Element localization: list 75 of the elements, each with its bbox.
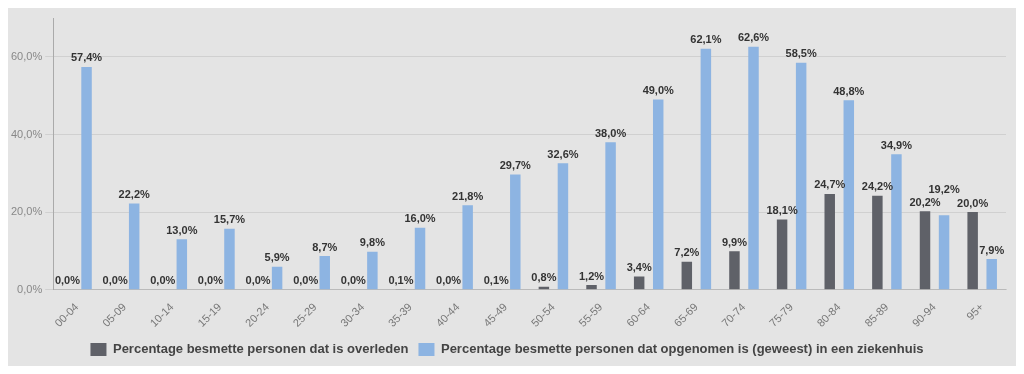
data-label: 20,0% xyxy=(957,196,989,209)
data-label: 0,0% xyxy=(197,274,224,287)
bar xyxy=(319,256,330,290)
bar xyxy=(367,251,378,290)
data-label: 0,0% xyxy=(150,274,176,287)
data-label: 62,1% xyxy=(690,33,722,46)
data-label: 22,2% xyxy=(118,188,150,201)
data-label: 3,4% xyxy=(626,261,652,274)
bar xyxy=(557,163,569,290)
data-label: 15,7% xyxy=(213,213,246,226)
data-label: 24,2% xyxy=(861,180,894,193)
bar xyxy=(919,211,931,290)
bar xyxy=(843,100,855,290)
y-tick-label: 40,0% xyxy=(10,127,43,140)
data-label: 62,6% xyxy=(737,31,770,44)
bar xyxy=(872,195,883,290)
data-label: 57,4% xyxy=(70,51,103,64)
data-label: 19,2% xyxy=(928,182,960,195)
data-label: 29,7% xyxy=(499,158,532,171)
y-tick-label: 60,0% xyxy=(10,49,43,62)
data-label: 9,8% xyxy=(359,236,386,249)
bar xyxy=(510,174,521,290)
data-label: 20,2% xyxy=(909,195,941,208)
data-label: 0,0% xyxy=(436,274,462,287)
data-label: 0,0% xyxy=(293,274,319,287)
bar xyxy=(729,251,740,290)
bar xyxy=(700,48,712,290)
data-label: 0,1% xyxy=(388,273,414,286)
bar xyxy=(824,193,835,290)
bar xyxy=(128,203,140,290)
data-label: 48,8% xyxy=(833,84,865,97)
bar xyxy=(967,212,978,290)
data-label: 18,1% xyxy=(766,204,798,217)
bar xyxy=(681,261,693,290)
bar xyxy=(224,228,235,290)
data-label: 21,8% xyxy=(452,189,484,202)
y-tick-label: 20,0% xyxy=(10,205,43,218)
bar xyxy=(605,142,616,290)
data-label: 0,0% xyxy=(340,274,367,287)
data-label: 1,2% xyxy=(578,269,605,282)
bar xyxy=(891,154,902,290)
data-label: 16,0% xyxy=(404,212,436,225)
data-label: 0,0% xyxy=(245,274,271,287)
data-label: 0,0% xyxy=(102,274,128,287)
data-label: 5,9% xyxy=(264,251,290,264)
data-label: 34,9% xyxy=(880,138,913,151)
bar xyxy=(81,66,92,290)
data-label: 7,2% xyxy=(674,246,700,259)
bar xyxy=(271,266,283,290)
bar xyxy=(586,285,597,290)
bar xyxy=(776,219,788,290)
data-label: 24,7% xyxy=(814,178,846,191)
data-label: 13,0% xyxy=(166,223,198,236)
bar xyxy=(414,227,426,290)
bar xyxy=(462,205,473,290)
bar xyxy=(986,259,997,290)
data-label: 38,0% xyxy=(594,126,627,139)
legend-label: Percentage besmette personen dat is overleden xyxy=(112,341,409,357)
data-label: 32,6% xyxy=(547,147,579,160)
data-label: 0,8% xyxy=(531,271,557,284)
bar xyxy=(176,239,188,290)
bar xyxy=(633,276,645,290)
x-tick-label: 95+ xyxy=(964,300,986,323)
data-label: 7,9% xyxy=(979,243,1005,256)
bar xyxy=(938,215,950,290)
data-label: 49,0% xyxy=(642,84,675,97)
bar xyxy=(748,46,759,290)
legend-label: Percentage besmette personen dat opgenomen is (geweest) in een ziekenhuis xyxy=(440,341,924,357)
data-label: 9,9% xyxy=(721,235,748,248)
data-label: 58,5% xyxy=(785,47,817,60)
bar xyxy=(652,99,664,290)
data-label: 8,7% xyxy=(312,240,338,253)
y-tick-label: 0,0% xyxy=(17,282,43,295)
data-label: 0,0% xyxy=(54,274,81,287)
data-label: 0,1% xyxy=(483,273,509,286)
